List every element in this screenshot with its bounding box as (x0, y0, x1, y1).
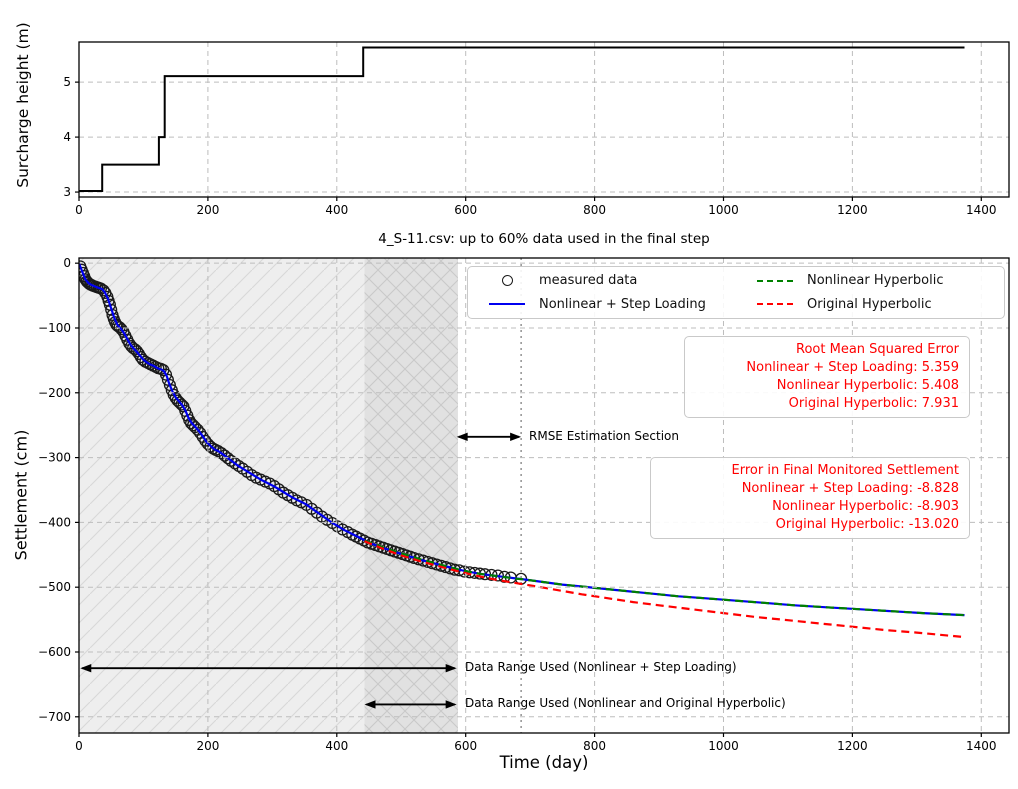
measured-data-point (185, 417, 198, 430)
final-error-annotation-box: Error in Final Monitored Settlement Nonl… (650, 457, 970, 539)
y-tick-label: −200 (38, 386, 71, 400)
legend-label: Original Hyperbolic (807, 296, 932, 312)
x-tick-label: 1400 (966, 739, 997, 753)
x-tick-label: 800 (583, 739, 606, 753)
measured-data-point (161, 373, 174, 386)
arrowhead-left (364, 700, 376, 709)
blue-line-swatch-icon (488, 303, 526, 306)
x-tick-label: 0 (75, 203, 83, 217)
arrowhead-left (80, 663, 92, 673)
arrowhead-left (456, 432, 468, 442)
measured-data-point (212, 445, 225, 458)
surcharge-grid (78, 42, 1009, 197)
arrowhead-right (445, 663, 457, 673)
x-tick-label: 1000 (708, 203, 739, 217)
data-range-step-loading-label: Data Range Used (Nonlinear + Step Loadin… (465, 660, 737, 674)
x-tick-label: 800 (583, 203, 606, 217)
measured-data-point (175, 398, 188, 411)
annotation-arrow (456, 432, 522, 442)
legend-item-nonlinear-step-loading: Nonlinear + Step Loading (468, 297, 736, 312)
annotation-arrow (80, 663, 457, 673)
measured-data-point (97, 284, 110, 297)
time-x-axis-label: Time (day) (499, 753, 589, 772)
measured-data-point (94, 282, 107, 295)
x-tick-label: 1200 (837, 739, 868, 753)
measured-data-marker-icon (488, 275, 526, 287)
axes-frame (78, 257, 1010, 734)
nonlinear-step-loading-curve (79, 262, 965, 617)
y-tick-label: −100 (38, 321, 71, 335)
x-tick-label: 200 (196, 203, 219, 217)
surcharge-y-axis-label: Surcharge height (m) (14, 22, 32, 188)
legend-label: Nonlinear Hyperbolic (807, 273, 944, 289)
red-dashed-swatch-icon (756, 303, 794, 306)
y-tick-label: 0 (63, 256, 71, 270)
rmse-box-line: Original Hyperbolic: 7.931 (788, 396, 959, 411)
y-tick-label: 3 (63, 185, 71, 199)
error-box-title: Error in Final Monitored Settlement (731, 463, 959, 478)
x-tick-label: 400 (325, 203, 348, 217)
data-range-hyperbolic-label: Data Range Used (Nonlinear and Original … (465, 696, 786, 710)
measured-data-point (187, 419, 200, 432)
rmse-box-title: Root Mean Squared Error (796, 342, 959, 357)
rmse-estimation-section-label: RMSE Estimation Section (529, 429, 680, 443)
annotation-arrow (364, 700, 457, 709)
y-tick-label: −300 (38, 451, 71, 465)
nonlinear-hyperbolic-curve (364, 539, 965, 617)
arrowhead-right (445, 700, 457, 709)
axes-frame (78, 41, 1010, 198)
x-tick-label: 200 (196, 739, 219, 753)
legend: measured data Nonlinear + Step Loading N… (467, 266, 1005, 319)
measured-data-point (159, 368, 173, 381)
rmse-box-line: Nonlinear Hyperbolic: 5.408 (776, 378, 959, 393)
error-box-line: Original Hyperbolic: -13.020 (775, 517, 959, 532)
green-dashed-swatch-icon (756, 279, 794, 282)
x-tick-label: 600 (454, 203, 477, 217)
hyperbolic-data-range-region (364, 258, 458, 733)
x-tick-label: 1400 (966, 203, 997, 217)
x-tick-label: 1200 (837, 203, 868, 217)
legend-item-original-hyperbolic: Original Hyperbolic (736, 297, 1004, 312)
measured-data-point (412, 553, 425, 566)
y-tick-label: −500 (38, 580, 71, 594)
y-tick-label: −700 (38, 710, 71, 724)
error-box-line: Nonlinear + Step Loading: -8.828 (741, 481, 959, 496)
rmse-box-line: Nonlinear + Step Loading: 5.359 (746, 360, 959, 375)
x-tick-label: 1000 (708, 739, 739, 753)
measured-data-point (173, 396, 186, 409)
x-tick-label: 0 (75, 739, 83, 753)
legend-item-measured-data: measured data (468, 273, 736, 288)
measured-data-point (167, 388, 180, 401)
settlement-plot-area (79, 258, 965, 733)
error-box-line: Nonlinear Hyperbolic: -8.903 (772, 499, 959, 514)
measured-data-point (134, 351, 147, 364)
y-tick-label: 5 (63, 75, 71, 89)
rmse-annotation-box: Root Mean Squared Error Nonlinear + Step… (684, 336, 970, 418)
settlement-y-axis-label: Settlement (cm) (11, 429, 31, 561)
x-tick-label: 400 (325, 739, 348, 753)
measured-data-point (115, 323, 128, 336)
x-tick-label: 600 (454, 739, 477, 753)
legend-label: Nonlinear + Step Loading (539, 296, 706, 312)
original-hyperbolic-curve (364, 540, 965, 639)
y-tick-label: 4 (63, 130, 71, 144)
surcharge-plot-area (79, 46, 965, 192)
y-tick-label: −600 (38, 645, 71, 659)
legend-item-nonlinear-hyperbolic: Nonlinear Hyperbolic (736, 273, 1004, 288)
measured-data-point (105, 303, 118, 316)
chart-title: 4_S-11.csv: up to 60% data used in the f… (378, 231, 710, 247)
surcharge-step-line (79, 46, 965, 192)
y-tick-label: −400 (38, 515, 71, 529)
legend-label: measured data (539, 273, 638, 289)
arrowhead-right (510, 432, 522, 442)
